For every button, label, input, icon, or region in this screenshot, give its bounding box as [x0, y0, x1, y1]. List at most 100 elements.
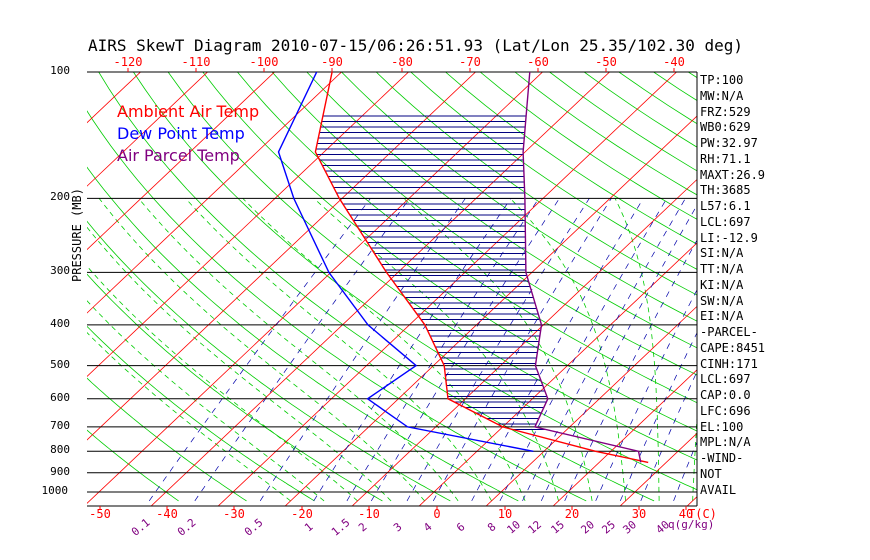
bottom-temp-tick-label: -50 — [89, 507, 111, 521]
stat-item: TP:100 — [700, 73, 744, 87]
moist-adiabat-line — [313, 198, 559, 502]
top-temp-tick-label: -110 — [182, 55, 211, 69]
bottom-temp-tick-label: -10 — [358, 507, 380, 521]
mixing-ratio-line — [595, 289, 697, 502]
isotherm-line — [150, 72, 611, 506]
mixing-ratio-line — [471, 198, 644, 502]
isotherm-line — [87, 72, 209, 187]
stat-item: AVAIL — [700, 482, 737, 497]
legend-ambient-air-temp: Ambient Air Temp — [117, 102, 260, 121]
top-temp-tick-label: -50 — [595, 55, 617, 69]
mixing-ratio-line — [346, 198, 540, 502]
dry-adiabat-line — [444, 72, 697, 245]
stat-item: LCL:697 — [700, 372, 751, 387]
mixing-ratio-line — [673, 441, 697, 502]
stat-item: NOT — [700, 466, 722, 481]
bottom-temp-tick-label: -20 — [291, 507, 313, 521]
moist-adiabat-line — [138, 198, 459, 502]
isotherm-line — [351, 178, 697, 506]
pressure-label-500: 500 — [50, 357, 70, 371]
moist-adiabat-line — [403, 198, 593, 501]
stat-item: RH:71.1 — [700, 151, 751, 166]
dry-adiabat-line — [167, 72, 697, 461]
mixing-ratio-line — [148, 198, 371, 502]
moist-adiabat-line — [87, 300, 325, 502]
isotherm-line — [418, 242, 697, 506]
mixing-ratio-line — [564, 239, 697, 502]
bottom-temp-tick-label: -30 — [223, 507, 245, 521]
stat-item: MPL:N/A — [700, 435, 751, 450]
dry-adiabat-line — [410, 72, 697, 270]
moist-adiabat-line — [87, 226, 392, 502]
moist-adiabat-line — [185, 198, 492, 502]
top-temp-tick-label: -120 — [114, 55, 143, 69]
series-line-ambient-air-temp — [314, 72, 649, 464]
top-temp-tick-label: -40 — [663, 55, 685, 69]
bottom-temp-tick-label: 30 — [632, 507, 646, 521]
mixing-ratio-line — [259, 198, 466, 502]
stat-item: -WIND- — [700, 451, 744, 465]
bottom-axis-unit-label: T(C) — [688, 507, 717, 521]
isotherm-line — [87, 72, 343, 314]
stat-item: FRZ:529 — [700, 104, 751, 119]
mixing-ratio-line — [640, 370, 697, 502]
moist-adiabat-line — [242, 198, 526, 502]
dry-adiabat-line — [87, 166, 519, 502]
pressure-label-900: 900 — [50, 464, 70, 478]
stat-item: TT:N/A — [700, 262, 744, 276]
isotherm-line — [87, 72, 410, 378]
mixing-ratio-line — [370, 198, 560, 502]
profile-series — [277, 72, 649, 464]
stat-item: MW:N/A — [700, 88, 744, 103]
mixing-ratio-line — [540, 204, 697, 502]
top-temp-tick-label: -90 — [321, 55, 343, 69]
pressure-label-100: 100 — [50, 64, 70, 77]
series-line-air-parcel-temp — [522, 72, 642, 463]
chart-title: AIRS SkewT Diagram 2010-07-15/06:26:51.9… — [88, 36, 744, 55]
mixing-ratio-line — [432, 198, 612, 502]
dry-adiabat-line — [340, 72, 697, 322]
mixing-ratio-line — [619, 332, 697, 502]
isotherm-line — [87, 72, 276, 251]
bottom-temp-tick-label: -40 — [156, 507, 178, 521]
axis-ticks: -120 -110 -100 -90 -80 -70 -60 -50 -40-50 -40 -30-… — [89, 55, 717, 539]
bottom-temp-tick-label: 20 — [565, 507, 579, 521]
mixing-ratio-line — [522, 198, 686, 502]
moist-adiabat-line — [510, 198, 626, 501]
stat-item: SW:N/A — [700, 293, 744, 308]
stat-item: -PARCEL- — [700, 325, 758, 339]
stat-item: SI:N/A — [700, 246, 744, 261]
stat-item: EI:N/A — [700, 309, 744, 324]
moist-adiabat-line — [98, 198, 425, 502]
moist-adiabat-line — [614, 198, 660, 501]
stat-item: LI:-12.9 — [700, 230, 758, 245]
pressure-label-400: 400 — [50, 316, 70, 330]
mixing-ratio-line — [313, 198, 512, 502]
pressure-label-600: 600 — [50, 390, 70, 404]
legend-dew-point-temp: Dew Point Temp — [117, 124, 245, 143]
stat-item: MAXT:26.9 — [700, 167, 766, 182]
bottom-temp-tick-label: 40 — [679, 507, 693, 521]
stat-item: TH:3685 — [700, 183, 751, 198]
dry-adiabat-line — [375, 72, 697, 296]
pressure-label-200: 200 — [50, 190, 70, 204]
stat-item: WB0:629 — [700, 120, 751, 135]
top-temp-tick-label: -100 — [250, 55, 279, 69]
pressure-label-300: 300 — [50, 264, 70, 278]
stat-item: CAPE:8451 — [700, 340, 766, 355]
background-lines — [87, 72, 697, 506]
dry-adiabat-line — [87, 110, 587, 502]
top-temp-tick-label: -70 — [459, 55, 481, 69]
stat-item: KI:N/A — [700, 277, 744, 292]
isotherm-line — [87, 72, 477, 441]
dry-adiabat-line — [87, 377, 247, 502]
cape-hatch — [316, 115, 547, 430]
stat-item: LFC:696 — [700, 403, 751, 418]
y-axis-label: PRESSURE (MB) — [70, 188, 84, 282]
dry-adiabat-line — [87, 429, 179, 502]
mixing-ratio-unit-label: q(g/kg) — [668, 518, 714, 531]
legend-air-parcel-temp: Air Parcel Temp — [117, 146, 240, 165]
mixing-ratio-line — [499, 198, 668, 502]
isotherm-line — [87, 72, 544, 504]
